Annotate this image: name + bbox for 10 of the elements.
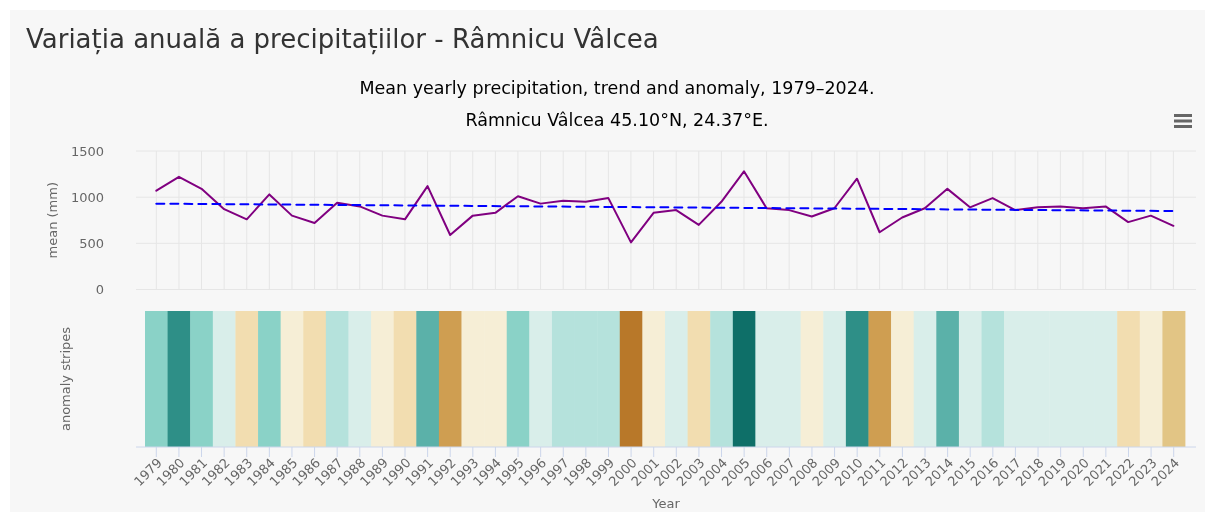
- x-axis-title: Year: [651, 496, 681, 511]
- y-tick-label: 0: [95, 282, 104, 298]
- y-axis-title: mean (mm): [45, 182, 60, 259]
- text: Râmnicu Vâlcea 45.10°N, 24.37°E.: [465, 110, 769, 130]
- y-tick-label: 500: [79, 235, 104, 251]
- y-tick-label: 1000: [70, 189, 104, 205]
- y-axis-title: anomaly stripes: [58, 326, 73, 432]
- y-tick-label: 1500: [70, 143, 104, 159]
- chart-title: Variația anuală a precipitațiilor - Râmnicu Vâlcea: [26, 24, 659, 55]
- chart-subtitle: Mean yearly precipitation, trend and anomaly, 1979–2024.: [359, 78, 875, 98]
